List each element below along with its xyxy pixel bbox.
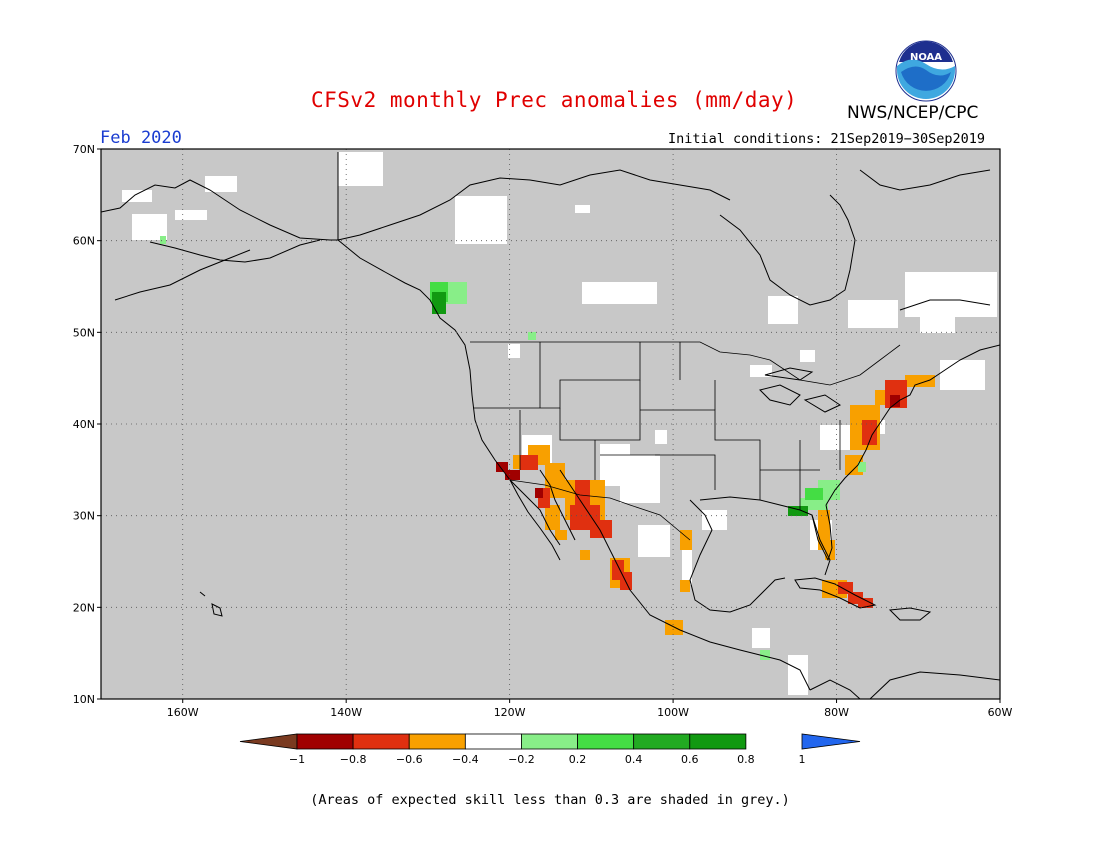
lat-tick-label: 70N: [73, 143, 95, 156]
lat-ticks: 70N 60N 50N 40N 30N 20N 10N: [73, 143, 101, 706]
lon-ticks: 160W 140W 120W 100W 80W 60W: [167, 699, 1013, 719]
lon-tick-label: 140W: [330, 706, 362, 719]
colorbar-high-extend: [801, 733, 861, 750]
colorbar-segment: [689, 733, 747, 750]
colorbar-tick-label: −0.6: [396, 753, 423, 766]
colorbar-tick-label: −0.4: [452, 753, 479, 766]
dark-green-anomaly-areas: [432, 292, 808, 516]
colorbar: −1 −0.8 −0.6 −0.4 −0.2 0.2 0.4 0.6 0.8 1: [239, 733, 861, 766]
lon-tick-label: 60W: [988, 706, 1013, 719]
colorbar-segment: [296, 733, 354, 750]
colorbar-tick-label: 0.6: [681, 753, 699, 766]
lon-tick-label: 120W: [494, 706, 526, 719]
red-orange-anomaly-areas: [520, 380, 907, 608]
lat-tick-label: 50N: [73, 326, 95, 339]
lat-lon-grid: [101, 149, 1000, 699]
initial-conditions-label: Initial conditions: 21Sep2019−30Sep2019: [668, 131, 985, 147]
lat-tick-label: 20N: [73, 601, 95, 614]
lat-tick-label: 30N: [73, 510, 95, 523]
colorbar-tick-label: −0.8: [340, 753, 367, 766]
colorbar-segment: [521, 733, 578, 750]
colorbar-tick-label: −1: [289, 753, 305, 766]
colorbar-tick-label: −0.2: [508, 753, 535, 766]
skill-footnote: (Areas of expected skill less than 0.3 a…: [310, 792, 790, 808]
dark-red-anomaly-areas: [496, 395, 900, 498]
colorbar-low-extend: [239, 733, 298, 750]
colorbar-segment: [577, 733, 635, 750]
noaa-logo-text: NOAA: [910, 52, 942, 63]
lon-tick-label: 100W: [657, 706, 689, 719]
lat-tick-label: 40N: [73, 418, 95, 431]
colorbar-tick-label: 1: [799, 753, 806, 766]
colorbar-tick-label: 0.8: [737, 753, 755, 766]
agency-label: NWS/NCEP/CPC: [847, 103, 979, 123]
lon-tick-label: 80W: [824, 706, 849, 719]
noaa-logo: NOAA: [895, 40, 957, 102]
colorbar-segment: [352, 733, 410, 750]
near-zero-anomaly-areas: [122, 152, 997, 695]
lat-tick-label: 60N: [73, 235, 95, 248]
lat-tick-label: 10N: [73, 693, 95, 706]
colorbar-tick-label: 0.4: [625, 753, 643, 766]
colorbar-segment: [464, 733, 522, 750]
page-title-text: CFSv2 monthly Prec anomalies (mm/day): [311, 88, 798, 112]
political-borders: [470, 341, 901, 541]
colorbar-tick-label: 0.2: [569, 753, 587, 766]
lon-tick-label: 160W: [167, 706, 199, 719]
colorbar-segment: [633, 733, 691, 750]
valid-month-label: Feb 2020: [100, 128, 182, 148]
colorbar-segment: [408, 733, 466, 750]
